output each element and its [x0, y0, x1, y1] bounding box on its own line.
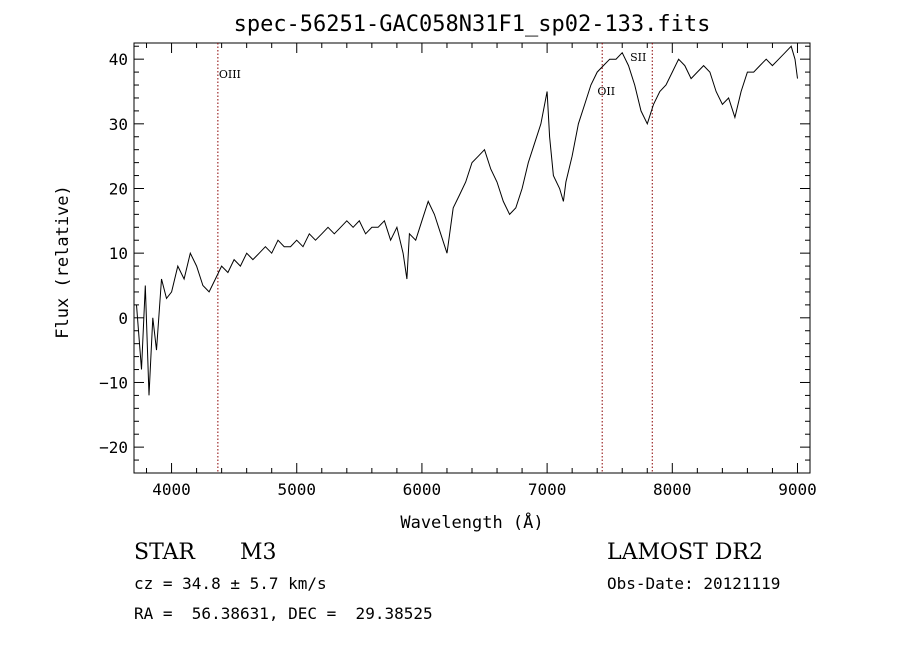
y-tick-label: 40: [109, 50, 128, 69]
y-axis-label: Flux (relative): [53, 185, 73, 339]
chart-title: spec-56251-GAC058N31F1_sp02-133.fits: [234, 12, 711, 37]
y-tick-label: 30: [109, 115, 128, 134]
spectrum-chart: spec-56251-GAC058N31F1_sp02-133.fits 400…: [53, 12, 817, 533]
line-marker-label: OII: [597, 85, 615, 98]
redshift-velocity: cz = 34.8 ± 5.7 km/s: [134, 574, 327, 593]
spectrum-line: [136, 45, 798, 396]
axes: 4000 5000 6000 7000 8000 9000 −20 −10 0 10 20 30 40: [99, 42, 817, 499]
x-tick-label: 5000: [277, 480, 316, 499]
y-tick-label: −20: [99, 438, 128, 457]
x-tick-label: 7000: [528, 480, 567, 499]
y-tick-label: 10: [109, 244, 128, 263]
y-tick-label: 20: [109, 179, 128, 198]
line-marker-label: OIII: [219, 68, 241, 81]
y-tick-label: −10: [99, 373, 128, 392]
y-tick-label: 0: [118, 309, 128, 328]
object-type: STAR: [134, 540, 195, 565]
plot-frame: [133, 42, 811, 474]
survey-name: LAMOST DR2: [607, 540, 763, 565]
x-tick-label: 9000: [778, 480, 817, 499]
observation-date: Obs-Date: 20121119: [607, 574, 781, 593]
x-tick-label: 4000: [152, 480, 191, 499]
x-tick-label: 6000: [403, 480, 442, 499]
x-tick-label: 8000: [653, 480, 692, 499]
line-markers: OIII OII SII: [217, 43, 653, 473]
line-marker-label: SII: [630, 51, 646, 64]
coordinates: RA = 56.38631, DEC = 29.38525: [134, 604, 433, 623]
x-axis-label: Wavelength (Å): [400, 511, 543, 533]
object-subclass: M3: [240, 540, 277, 565]
